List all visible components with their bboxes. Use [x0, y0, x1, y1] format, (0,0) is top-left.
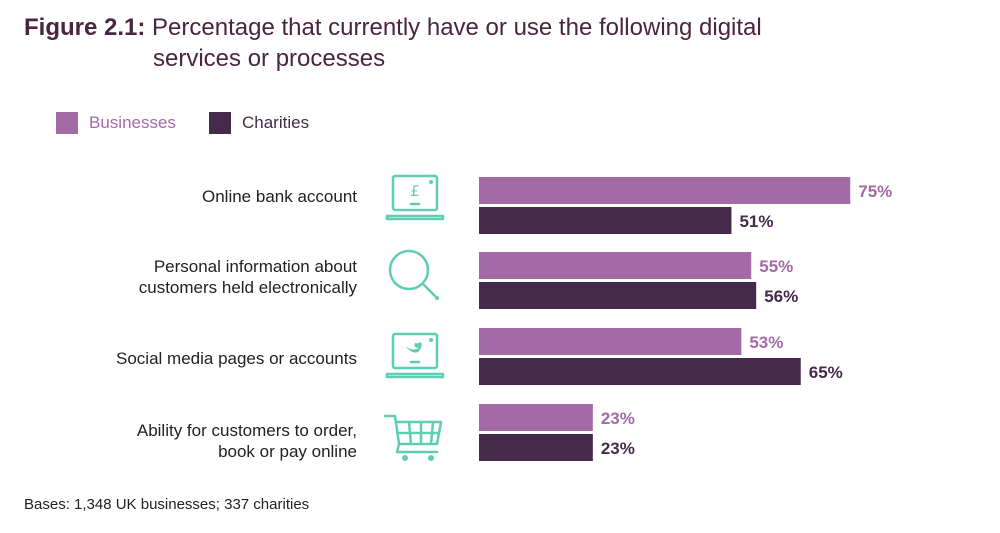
title-line-1: Percentage that currently have or use th… — [152, 14, 762, 41]
bar-businesses-4 — [479, 404, 593, 431]
data-label-businesses-2: 55% — [759, 257, 793, 276]
data-label-businesses-3: 53% — [749, 333, 783, 352]
title-line-2: services or processes — [153, 45, 386, 72]
footnote: Bases: 1,348 UK businesses; 337 charitie… — [24, 496, 310, 513]
bar-charities-1 — [479, 207, 732, 234]
category-label-social-media: Social media pages or accounts — [116, 348, 357, 369]
category-label-line: Ability for customers to order, — [136, 421, 357, 440]
category-label-line: Online bank account — [202, 187, 357, 206]
bar-businesses-3 — [479, 328, 742, 355]
category-label-line: book or pay online — [218, 442, 357, 461]
data-label-businesses-4: 23% — [601, 409, 635, 428]
bar-charities-3 — [479, 358, 801, 385]
data-label-charities-4: 23% — [601, 439, 635, 458]
chart-title: Figure 2.1: Percentage that currently ha… — [24, 12, 924, 74]
data-label-charities-3: 65% — [809, 363, 843, 382]
category-label-online-bank: Online bank account — [202, 186, 357, 207]
bar-charities-2 — [479, 282, 757, 309]
shopping-cart-icon — [383, 414, 443, 461]
category-label-order-online: Ability for customers to order, book or … — [137, 420, 357, 462]
data-label-businesses-1: 75% — [858, 182, 892, 201]
bar-businesses-1 — [479, 177, 851, 204]
legend-swatch-businesses — [56, 112, 78, 134]
category-label-line: Social media pages or accounts — [116, 349, 357, 368]
data-label-charities-1: 51% — [739, 212, 773, 231]
legend-label-businesses: Businesses — [89, 113, 176, 132]
magnifier-icon — [388, 249, 439, 300]
bar-businesses-2 — [479, 252, 752, 279]
legend-item-businesses: Businesses — [56, 112, 176, 134]
category-label-personal-info: Personal information about customers hel… — [139, 256, 357, 298]
laptop-pound-icon: £ — [385, 174, 445, 221]
figure-number: Figure 2.1: — [24, 14, 146, 41]
legend-item-charities: Charities — [209, 112, 309, 134]
laptop-twitter-icon — [385, 332, 445, 379]
category-label-line: Personal information about — [153, 257, 357, 276]
legend-label-charities: Charities — [242, 113, 310, 132]
category-label-line: customers held electronically — [138, 278, 357, 297]
svg-text:£: £ — [410, 182, 420, 200]
data-label-charities-2: 56% — [764, 287, 798, 306]
legend-swatch-charities — [209, 112, 231, 134]
bar-charities-4 — [479, 434, 593, 461]
